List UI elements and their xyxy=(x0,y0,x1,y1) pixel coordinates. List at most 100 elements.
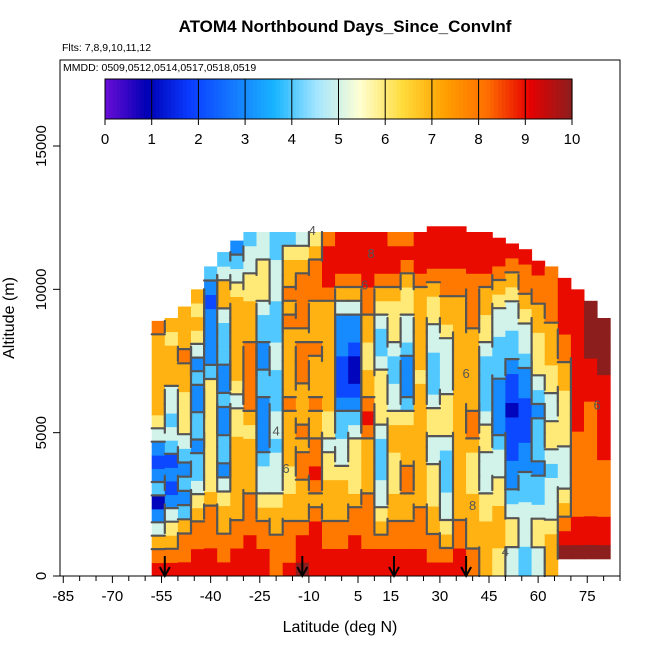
heatmap-cell xyxy=(466,548,480,563)
heatmap-cell xyxy=(321,479,336,494)
y-tick-label: 15000 xyxy=(33,125,50,167)
heatmap-cell xyxy=(452,464,467,479)
heatmap-cell xyxy=(269,479,284,494)
heatmap-cell xyxy=(452,422,467,437)
heatmap-cell xyxy=(413,369,428,384)
heatmap-cell xyxy=(190,330,205,345)
heatmap-cell xyxy=(479,520,493,536)
heatmap-cell xyxy=(544,294,559,310)
heatmap-cell xyxy=(374,493,388,508)
heatmap-cell xyxy=(256,273,271,288)
heatmap-cell xyxy=(374,355,388,371)
heatmap-cell xyxy=(243,452,257,467)
heatmap-cell xyxy=(492,364,506,380)
heatmap-cell xyxy=(295,548,310,563)
colorbar-swatch xyxy=(385,79,390,119)
heatmap-cell xyxy=(570,459,585,475)
heatmap-cell xyxy=(439,240,454,255)
colorbar-swatch xyxy=(494,79,499,119)
heatmap-cell xyxy=(361,493,375,508)
contour-label: 4 xyxy=(502,544,509,559)
colorbar-swatch xyxy=(396,79,402,119)
heatmap-cell xyxy=(335,410,349,426)
colorbar-swatch xyxy=(373,79,379,119)
heatmap-cell xyxy=(361,548,375,563)
heatmap-cell xyxy=(387,328,402,343)
heatmap-cell xyxy=(439,408,454,423)
heatmap-cell xyxy=(492,420,506,436)
heatmap-cell xyxy=(243,562,257,577)
heatmap-cell xyxy=(479,452,493,467)
contour-label: 6 xyxy=(462,366,469,381)
heatmap-cell xyxy=(452,268,467,283)
heatmap-cell xyxy=(597,516,611,531)
colorbar-swatch xyxy=(143,79,149,119)
heatmap-cell xyxy=(479,424,493,439)
heatmap-cell xyxy=(243,383,257,398)
heatmap-cell xyxy=(505,373,519,389)
colorbar-swatch xyxy=(291,79,297,119)
heatmap-cell xyxy=(531,389,546,405)
heatmap-cell xyxy=(269,424,284,439)
heatmap-cell xyxy=(321,369,336,384)
heatmap-cell xyxy=(439,310,454,325)
heatmap-cell xyxy=(557,305,572,321)
heatmap-cell xyxy=(557,320,572,335)
heatmap-cell xyxy=(177,306,192,322)
heatmap-cell xyxy=(151,388,166,402)
heatmap-cell xyxy=(361,465,375,481)
colorbar-swatch xyxy=(466,79,472,119)
colorbar-swatch xyxy=(206,79,211,119)
heatmap-cell xyxy=(505,344,519,360)
heatmap-cell xyxy=(466,507,480,522)
heatmap-cell xyxy=(544,491,559,507)
heatmap-cell xyxy=(544,547,559,563)
x-tick-label: -25 xyxy=(249,588,271,605)
heatmap-cell xyxy=(583,429,598,445)
colorbar-swatch xyxy=(264,79,270,119)
heatmap-cell xyxy=(190,494,205,509)
heatmap-cell xyxy=(243,259,257,274)
heatmap-cell xyxy=(413,232,428,247)
heatmap-cell xyxy=(479,287,493,302)
heatmap-cell xyxy=(374,534,388,549)
heatmap-cell xyxy=(269,314,284,329)
heatmap-cell xyxy=(282,369,297,384)
heatmap-cell xyxy=(518,486,533,503)
heatmap-cell xyxy=(583,358,598,373)
heatmap-cell xyxy=(544,435,559,450)
heatmap-cell xyxy=(583,386,598,402)
heatmap-cell xyxy=(190,453,205,468)
heatmap-cell xyxy=(204,491,218,507)
heatmap-cell xyxy=(479,232,493,247)
heatmap-cell xyxy=(518,264,533,280)
heatmap-cell xyxy=(321,562,336,577)
heatmap-cell xyxy=(505,503,519,519)
heatmap-cell xyxy=(217,252,231,267)
heatmap-cell xyxy=(426,562,441,577)
heatmap-cell xyxy=(282,410,297,426)
colorbar-swatch xyxy=(330,79,336,119)
heatmap-cell xyxy=(256,232,271,247)
heatmap-cell xyxy=(177,391,192,407)
heatmap-cell xyxy=(479,273,493,288)
heatmap-cell xyxy=(583,372,598,388)
heatmap-cell xyxy=(439,506,454,521)
heatmap-cell xyxy=(413,548,428,563)
heatmap-cell xyxy=(217,477,231,492)
colorbar-swatch xyxy=(105,79,110,119)
heatmap-cell xyxy=(295,369,310,384)
heatmap-cell xyxy=(308,245,323,261)
heatmap-cell xyxy=(256,465,271,481)
heatmap-cell xyxy=(321,465,336,481)
heatmap-cell xyxy=(151,535,166,550)
heatmap-cell xyxy=(479,342,493,357)
colorbar-swatch xyxy=(186,79,192,119)
heatmap-cell xyxy=(308,562,323,577)
heatmap-cell xyxy=(426,450,441,465)
heatmap-cell xyxy=(374,410,388,426)
heatmap-cell xyxy=(164,372,179,387)
heatmap-cell xyxy=(531,289,546,305)
heatmap-cell xyxy=(230,422,244,437)
heatmap-cell xyxy=(505,257,519,273)
